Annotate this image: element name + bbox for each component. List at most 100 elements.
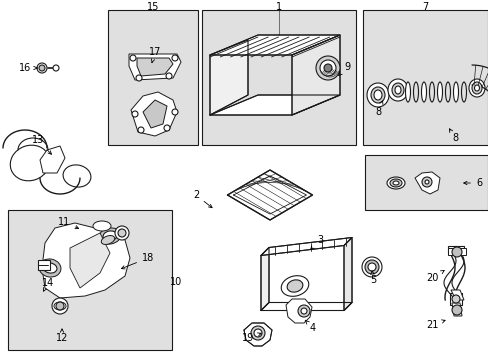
Polygon shape: [227, 170, 312, 220]
Ellipse shape: [452, 82, 458, 102]
Polygon shape: [285, 299, 311, 323]
Polygon shape: [142, 100, 167, 128]
Text: 6: 6: [463, 178, 481, 188]
Text: 17: 17: [148, 47, 161, 63]
Circle shape: [361, 257, 381, 277]
Ellipse shape: [286, 280, 302, 292]
Circle shape: [451, 247, 461, 257]
Ellipse shape: [39, 259, 61, 277]
Circle shape: [367, 263, 375, 271]
Circle shape: [451, 305, 461, 315]
Bar: [364, 155, 487, 210]
Polygon shape: [450, 290, 463, 300]
Ellipse shape: [386, 177, 404, 189]
Circle shape: [53, 65, 59, 71]
Text: 1: 1: [275, 2, 282, 12]
Circle shape: [115, 226, 129, 240]
Circle shape: [132, 111, 138, 117]
Circle shape: [297, 305, 309, 317]
Text: 16: 16: [19, 63, 37, 73]
Ellipse shape: [103, 231, 117, 241]
Circle shape: [301, 308, 306, 314]
Circle shape: [421, 177, 431, 187]
Circle shape: [39, 65, 45, 71]
Polygon shape: [261, 302, 351, 310]
Ellipse shape: [43, 263, 57, 273]
Circle shape: [364, 260, 378, 274]
Ellipse shape: [93, 221, 111, 231]
Text: 18: 18: [121, 253, 154, 269]
Ellipse shape: [394, 86, 400, 94]
Polygon shape: [209, 40, 247, 115]
Circle shape: [324, 64, 331, 72]
Ellipse shape: [473, 85, 479, 91]
Ellipse shape: [461, 82, 466, 102]
Ellipse shape: [10, 145, 50, 181]
Circle shape: [172, 55, 178, 61]
Text: 21: 21: [425, 320, 444, 330]
Text: 9: 9: [338, 62, 349, 75]
Bar: [449, 293, 461, 305]
Polygon shape: [343, 238, 351, 310]
Bar: [447, 246, 463, 254]
Circle shape: [451, 295, 459, 303]
Polygon shape: [42, 223, 130, 298]
Text: 13: 13: [32, 135, 51, 154]
Polygon shape: [70, 233, 110, 288]
Text: 7: 7: [421, 2, 427, 12]
Polygon shape: [129, 54, 181, 80]
Text: 19: 19: [242, 333, 261, 343]
Circle shape: [424, 180, 428, 184]
Text: 8: 8: [448, 129, 457, 143]
Circle shape: [319, 60, 335, 76]
Text: 15: 15: [146, 2, 159, 12]
Circle shape: [136, 75, 142, 81]
Text: 10: 10: [169, 277, 182, 287]
Polygon shape: [261, 248, 268, 310]
Ellipse shape: [370, 87, 384, 103]
Text: 3: 3: [310, 235, 323, 249]
Polygon shape: [261, 238, 351, 256]
Ellipse shape: [413, 82, 418, 102]
Text: 8: 8: [374, 101, 382, 117]
Circle shape: [165, 73, 172, 79]
Circle shape: [253, 329, 262, 337]
Text: 2: 2: [192, 190, 212, 208]
Polygon shape: [131, 92, 177, 136]
Bar: [8, 210, 172, 350]
Bar: [362, 10, 487, 145]
Circle shape: [315, 56, 339, 80]
Circle shape: [250, 326, 264, 340]
Polygon shape: [447, 248, 465, 255]
Text: 12: 12: [56, 329, 68, 343]
Polygon shape: [40, 146, 65, 173]
Ellipse shape: [281, 276, 308, 296]
Circle shape: [172, 109, 178, 115]
Circle shape: [163, 125, 170, 131]
Circle shape: [37, 63, 47, 73]
Polygon shape: [244, 323, 271, 346]
Ellipse shape: [99, 228, 121, 244]
Circle shape: [138, 127, 143, 133]
Polygon shape: [209, 35, 339, 55]
Text: 4: 4: [305, 320, 315, 333]
Ellipse shape: [405, 82, 409, 102]
Polygon shape: [209, 95, 339, 115]
Ellipse shape: [54, 302, 66, 310]
Ellipse shape: [389, 179, 401, 187]
Text: 20: 20: [425, 270, 443, 283]
Ellipse shape: [468, 79, 484, 97]
Ellipse shape: [373, 90, 381, 100]
Circle shape: [118, 229, 126, 237]
Bar: [38, 260, 50, 270]
Circle shape: [52, 298, 68, 314]
Ellipse shape: [387, 79, 407, 101]
Text: 14: 14: [42, 278, 54, 291]
Text: 5: 5: [369, 271, 375, 285]
Ellipse shape: [428, 82, 434, 102]
Text: 11: 11: [58, 217, 79, 229]
Ellipse shape: [391, 83, 403, 97]
Ellipse shape: [392, 181, 398, 185]
Ellipse shape: [101, 235, 115, 244]
Bar: [202, 10, 355, 145]
